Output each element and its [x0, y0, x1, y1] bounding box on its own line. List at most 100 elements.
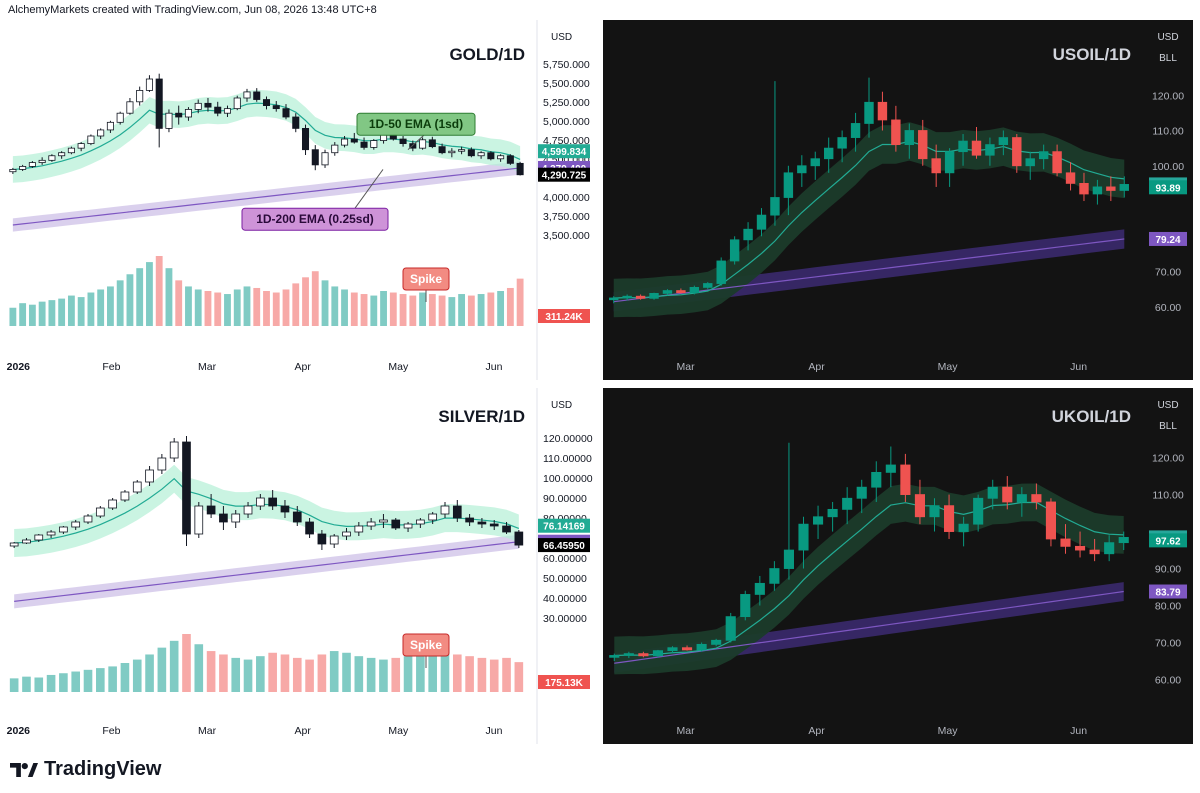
ukoil-chart-panel[interactable]: UKOIL/1D USD BLL 120.00 110.00 90.00 80.00 70.0… — [603, 388, 1193, 744]
silver-candle-body — [9, 542, 19, 547]
silver-candle-body — [206, 505, 216, 515]
usoil-candle-body — [1012, 137, 1022, 167]
gold-candle-body — [243, 91, 251, 99]
ukoil-ema50-line — [614, 501, 1124, 657]
ukoil-ema50-band — [614, 483, 1124, 675]
gold-volume-bar — [233, 289, 241, 326]
silver-candle-body — [219, 513, 228, 523]
usoil-candle-body — [958, 140, 968, 153]
silver-volume-bar — [46, 674, 56, 692]
silver-price-tag — [538, 538, 590, 553]
silver-candle-body — [428, 513, 438, 521]
gold-candle-body — [19, 165, 27, 170]
gold-volume-bar — [116, 280, 124, 326]
usoil-candle-body — [1106, 186, 1116, 191]
ukoil-candle-body — [667, 647, 678, 652]
tradingview-brand[interactable]: TradingView — [10, 758, 161, 781]
gold-currency-label: USD — [551, 32, 572, 43]
gold-candle-body — [58, 152, 66, 157]
gold-volume-bar — [165, 268, 173, 326]
gold-chart-panel[interactable]: GOLD/1D USD 5,750.000 5,500.000 5,250.000 5,0… — [0, 20, 595, 380]
usoil-chart-svg[interactable]: USOIL/1D USD BLL 120.00 110.00 100.00 70.00 60.… — [603, 20, 1193, 380]
gold-candle-body — [487, 152, 495, 160]
gold-candle-body — [126, 101, 134, 114]
gold-candle-body — [370, 140, 378, 148]
usoil-candle-body — [635, 295, 646, 299]
gold-volume-bar — [107, 286, 114, 326]
silver-candle-body — [342, 531, 351, 537]
silver-chart-panel[interactable]: SILVER/1D USD 120.00000 110.00000 100.00000 9… — [0, 388, 595, 744]
gold-candle-body — [38, 159, 46, 164]
gold-candle-body — [467, 149, 475, 157]
chart-header-caption: AlchemyMarkets created with TradingView.… — [8, 4, 377, 16]
gold-volume-bar — [477, 294, 485, 326]
silver-chart-title: SILVER/1D — [438, 407, 525, 426]
silver-y-tick-label: 100.00000 — [543, 473, 593, 485]
ukoil-candle-body — [754, 582, 765, 595]
gold-price-tag-label: 4,599.834 — [542, 147, 587, 158]
silver-volume-bar — [403, 656, 413, 692]
silver-y-tick-label: 120.00000 — [543, 433, 593, 445]
gold-annotation-box — [356, 112, 476, 136]
ukoil-chart-title: UKOIL/1D — [1052, 407, 1131, 426]
silver-volume-bar — [182, 634, 191, 692]
gold-candle-body — [262, 99, 271, 106]
silver-candle-body — [366, 521, 376, 527]
ukoil-candle-body — [871, 471, 882, 488]
gold-volume-bar — [19, 303, 27, 326]
gold-volume-bar — [67, 295, 75, 326]
gold-volume-bar — [399, 294, 407, 326]
ukoil-candle-body — [638, 653, 649, 657]
usoil-candle-body — [1025, 158, 1035, 167]
gold-volume-bar — [38, 301, 46, 326]
gold-volume-bar — [302, 277, 309, 326]
gold-volume-bar — [87, 292, 95, 326]
gold-volume-bar — [155, 256, 163, 326]
usoil-candle-body — [877, 101, 888, 121]
gold-price-tag-label: 311.24K — [545, 312, 583, 323]
gold-annotation-box — [241, 207, 389, 231]
gold-price-tag-label: 4,290.725 — [542, 171, 587, 182]
silver-chart-svg[interactable]: SILVER/1D USD 120.00000 110.00000 100.00000 9… — [0, 388, 595, 744]
usoil-x-tick-label: May — [938, 361, 959, 373]
gold-x-tick-label: Feb — [102, 361, 120, 373]
silver-volume-bar — [256, 656, 265, 692]
silver-candle-body — [477, 521, 487, 525]
ukoil-chart-svg[interactable]: UKOIL/1D USD BLL 120.00 110.00 90.00 80.00 70.0… — [603, 388, 1193, 744]
tradingview-logo-icon — [10, 762, 38, 777]
gold-volume-bar — [311, 271, 319, 326]
ukoil-x-tick-label: Apr — [808, 725, 825, 737]
usoil-currency-label: USD — [1157, 32, 1178, 43]
usoil-candle-body — [703, 283, 713, 288]
usoil-chart-panel[interactable]: USOIL/1D USD BLL 120.00 110.00 100.00 70.00 60.… — [603, 20, 1193, 380]
gold-volume-bar — [175, 280, 183, 326]
silver-volume-bar — [71, 671, 81, 692]
gold-annotation-label: 1D-50 EMA (1sd) — [369, 117, 463, 131]
silver-candle-body — [132, 481, 142, 493]
gold-candle-body — [175, 112, 183, 118]
silver-volume-bar — [268, 652, 277, 692]
silver-ema50-line — [14, 477, 520, 544]
gold-candle-body — [272, 105, 280, 110]
silver-candle-body — [231, 513, 241, 523]
usoil-candle-body — [622, 295, 632, 299]
gold-volume-bar — [428, 294, 436, 326]
usoil-candle-body — [1092, 186, 1103, 195]
ukoil-candle-body — [812, 516, 824, 525]
ukoil-y-tick-label: 110.00 — [1152, 490, 1183, 502]
silver-volume-bar — [502, 657, 511, 692]
gold-candle-body — [87, 135, 95, 144]
gold-candle-body — [106, 121, 114, 131]
gold-volume-bar — [448, 297, 456, 326]
gold-volume-bar — [419, 292, 426, 326]
gold-chart-svg[interactable]: GOLD/1D USD 5,750.000 5,500.000 5,250.000 5,0… — [0, 20, 595, 380]
silver-candle-body — [329, 535, 339, 545]
gold-y-tick-label: 5,500.000 — [543, 78, 590, 90]
silver-candle-body — [256, 497, 265, 507]
gold-candle-body — [77, 143, 85, 149]
silver-price-tag-label: 175.13K — [545, 678, 584, 689]
gold-candle-body — [331, 144, 339, 154]
gold-y-tick-label: 4,750.000 — [543, 135, 590, 147]
silver-volume-bar — [428, 652, 437, 692]
silver-volume-bar — [145, 654, 154, 692]
